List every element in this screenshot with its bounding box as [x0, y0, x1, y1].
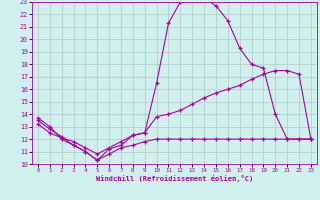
X-axis label: Windchill (Refroidissement éolien,°C): Windchill (Refroidissement éolien,°C) [96, 175, 253, 182]
